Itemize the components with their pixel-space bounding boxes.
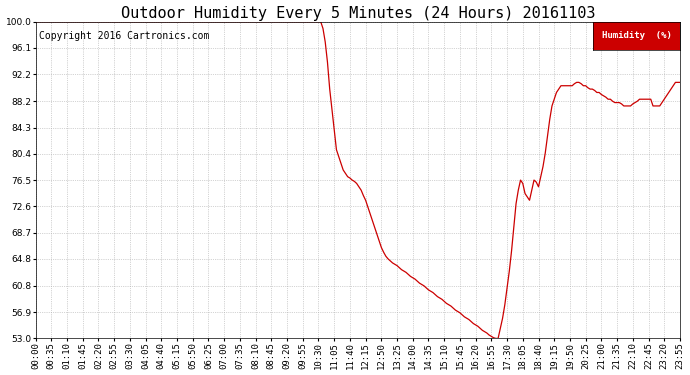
Text: Copyright 2016 Cartronics.com: Copyright 2016 Cartronics.com (39, 31, 209, 41)
Title: Outdoor Humidity Every 5 Minutes (24 Hours) 20161103: Outdoor Humidity Every 5 Minutes (24 Hou… (121, 6, 595, 21)
